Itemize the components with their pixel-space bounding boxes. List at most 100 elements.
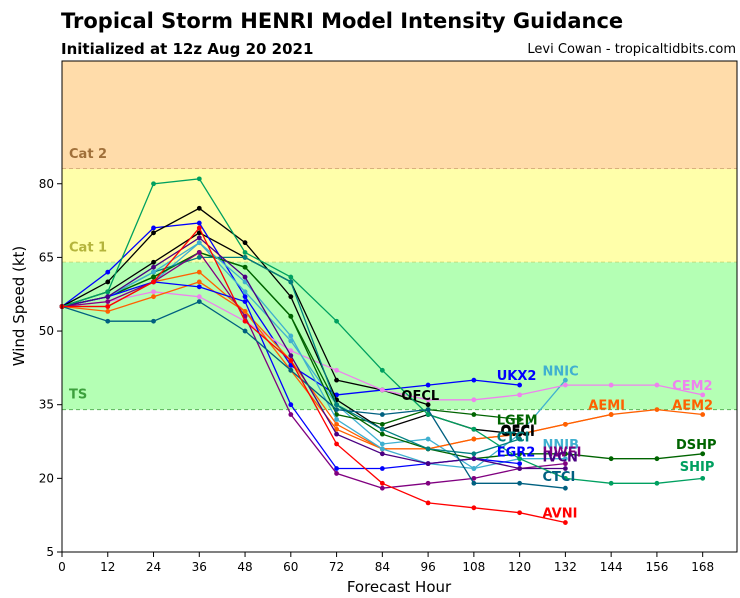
series-egr2-point: [242, 299, 248, 304]
series-ctci-point: [334, 407, 339, 413]
label-nnib: NNIB: [543, 438, 580, 453]
series-aem2-point: [242, 309, 248, 314]
series-avni-point: [425, 500, 431, 506]
series-aem2-point: [151, 294, 156, 300]
series-egr2-point: [288, 402, 294, 408]
series-ctci-line: [61, 300, 566, 489]
series-ofci-point: [105, 279, 111, 285]
series-avni-point: [288, 358, 294, 363]
series-nnib-point: [562, 456, 568, 462]
series-cem2-point: [562, 382, 568, 388]
label-aem2: AEM2: [672, 399, 713, 414]
x-tick-label: 96: [420, 560, 435, 574]
series-aem2-point: [105, 309, 111, 314]
series-ivcn-point: [334, 431, 339, 437]
series-avni-point: [242, 318, 248, 324]
series-ivcn-line: [61, 236, 566, 470]
series-cem2-point: [471, 397, 477, 403]
series-ukx2-point: [288, 363, 294, 368]
series-nnic-point: [288, 338, 294, 344]
series-ofci-point: [151, 230, 156, 236]
x-tick-label: 132: [554, 560, 577, 574]
y-tick-label: 5: [46, 545, 54, 559]
series-ukx2-line: [61, 222, 520, 396]
model-lines: [59, 176, 706, 525]
y-axis-label: Wind Speed (kt): [10, 246, 28, 367]
series-ctci-point: [379, 426, 385, 432]
series-cem2-point: [654, 382, 660, 388]
series-ctci-point: [196, 255, 202, 260]
series-ivcn-point: [425, 461, 431, 467]
series-hwfi-point: [288, 412, 294, 417]
series-ctci-point: [425, 407, 431, 413]
chart-title: Tropical Storm HENRI Model Intensity Gui…: [61, 9, 624, 33]
series-nnib-point: [334, 417, 339, 422]
series-nnib-point: [471, 466, 477, 471]
series-ship-point: [288, 274, 294, 280]
series-ship-point: [334, 318, 339, 324]
series-cem2-point: [288, 348, 294, 354]
label-ctci: CTCI: [497, 431, 530, 446]
series-ivcn-point: [562, 466, 568, 471]
label-ofci: OFCI: [501, 425, 535, 440]
series-aem2-point: [334, 421, 339, 427]
series-ctci-point: [425, 446, 431, 452]
series-ctci-point: [334, 402, 339, 408]
series-ship-point: [379, 367, 385, 373]
series-avni-point: [379, 480, 385, 486]
series-avni-point: [105, 304, 111, 309]
series-nnic-point: [562, 377, 568, 383]
x-tick-label: 120: [508, 560, 531, 574]
label-nnic: NNIC: [543, 364, 579, 379]
series-egr2-point: [379, 466, 385, 471]
series-avni-point: [196, 225, 202, 231]
series-cem2-point: [196, 294, 202, 300]
series-nnic-point: [379, 441, 385, 447]
series-ivcn-point: [379, 451, 385, 457]
series-ship-point: [105, 289, 111, 295]
series-hwfi-point: [471, 475, 477, 481]
series-nnib-point: [242, 279, 248, 285]
series-nnib-point: [151, 269, 156, 275]
series-hwfi-point: [334, 471, 339, 476]
series-avni-point: [471, 505, 477, 511]
series-hwfi-point: [562, 461, 568, 467]
series-ukx2-point: [517, 382, 523, 388]
series-ofci-point: [517, 431, 523, 437]
series-nnib-line: [61, 241, 566, 470]
series-ukx2-point: [471, 377, 477, 383]
series-ctci-point: [242, 328, 248, 334]
label-hwfi: HWFI: [543, 445, 582, 460]
series-ukx2-point: [196, 220, 202, 226]
series-hwfi-point: [196, 250, 202, 255]
series-aem2-point: [700, 412, 706, 417]
band-label: Cat 2: [69, 147, 107, 162]
series-ship-point: [700, 475, 706, 481]
x-tick-label: 108: [462, 560, 485, 574]
series-ivcn-point: [517, 466, 523, 471]
label-ctci: CTCI: [543, 470, 576, 485]
series-egr2-point: [196, 284, 202, 290]
series-hwfi-point: [379, 485, 385, 491]
series-ofcl-point: [425, 402, 431, 408]
label-ofci: OFCI: [501, 423, 535, 438]
series-ship-point: [608, 480, 614, 486]
series-aem2-point: [562, 421, 568, 427]
axes: 0 12 24 36 48 60 72 84 96 108 120 132 144 156 168 5 20 35…: [39, 60, 738, 574]
series-ofcl-point: [151, 259, 156, 265]
series-avni-point: [562, 520, 568, 525]
x-tick-label: 48: [237, 560, 252, 574]
chart-credit: Levi Cowan - tropicaltidbits.com: [527, 42, 736, 57]
series-aem2-point: [471, 436, 477, 442]
series-ctci-point: [562, 485, 568, 491]
series-egr2-point: [517, 461, 523, 467]
series-ivcn-point: [196, 235, 202, 241]
y-tick-label: 50: [39, 324, 54, 338]
series-nnib-point: [196, 240, 202, 246]
series-hwfi-point: [425, 480, 431, 486]
series-ofci-point: [196, 205, 202, 211]
series-ctci-point: [105, 318, 111, 324]
series-aemi-point: [196, 269, 202, 275]
plot-frame: [61, 60, 738, 553]
